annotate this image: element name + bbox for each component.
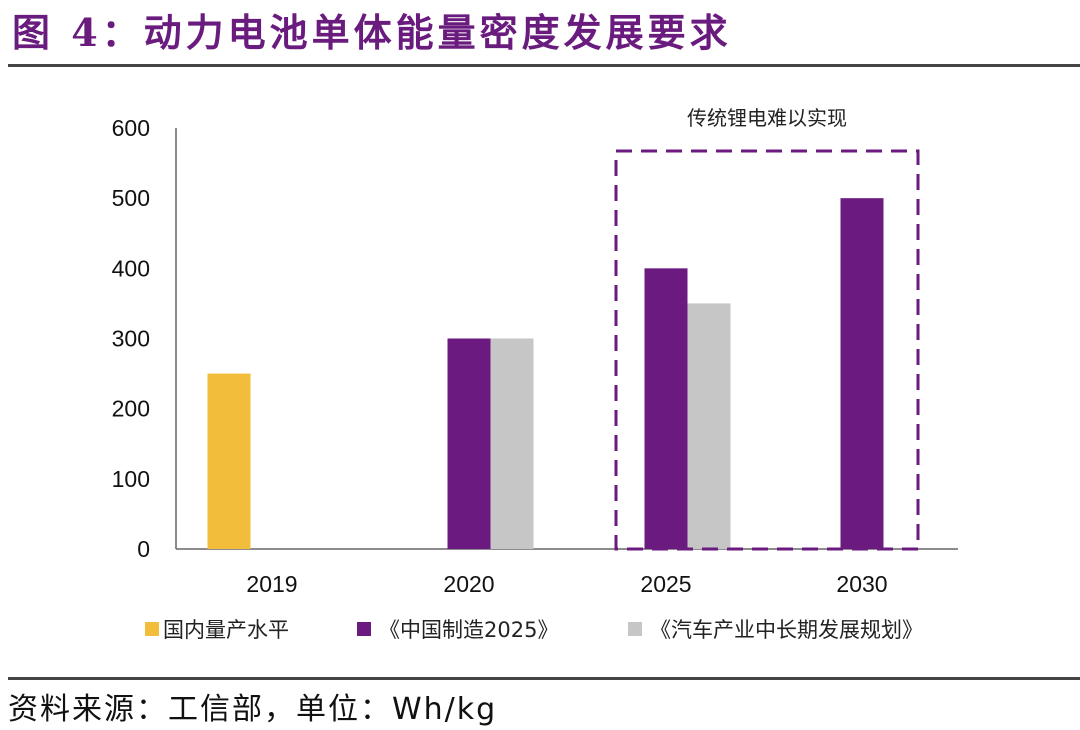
bar-2025-series-2 [687,303,731,549]
legend-label: 国内量产水平 [163,618,289,642]
y-tick-label: 0 [137,536,150,562]
y-tick-label: 300 [112,326,150,352]
source-note: 资料来源：工信部，单位：Wh/kg [8,692,498,727]
legend-label: 《中国制造2025》 [379,618,558,642]
bottom-divider [8,677,1080,680]
bar-2020-series-1 [447,338,491,549]
y-tick-label: 100 [112,466,150,492]
y-tick-label: 500 [112,185,150,211]
legend-swatch [145,622,159,636]
legend-swatch [357,622,371,636]
annotation-dashed-box [614,149,920,551]
bar-2020-series-2 [490,338,534,549]
bar-2030-series-1 [840,198,884,549]
y-tick-label: 200 [112,396,150,422]
x-tick-label: 2030 [836,571,887,597]
figure-title: 图 4：动力电池单体能量密度发展要求 [12,10,732,55]
legend-label: 《汽车产业中长期发展规划》 [650,618,923,642]
bar-2019-series-0 [207,373,251,549]
bar-2025-series-1 [644,268,688,549]
y-tick-label: 600 [112,115,150,141]
top-divider [8,64,1080,67]
y-tick-label: 400 [112,255,150,281]
legend-swatch [628,622,642,636]
annotation-label: 传统锂电难以实现 [687,106,847,130]
x-tick-label: 2020 [443,571,494,597]
x-tick-label: 2019 [246,571,297,597]
x-tick-label: 2025 [640,571,691,597]
